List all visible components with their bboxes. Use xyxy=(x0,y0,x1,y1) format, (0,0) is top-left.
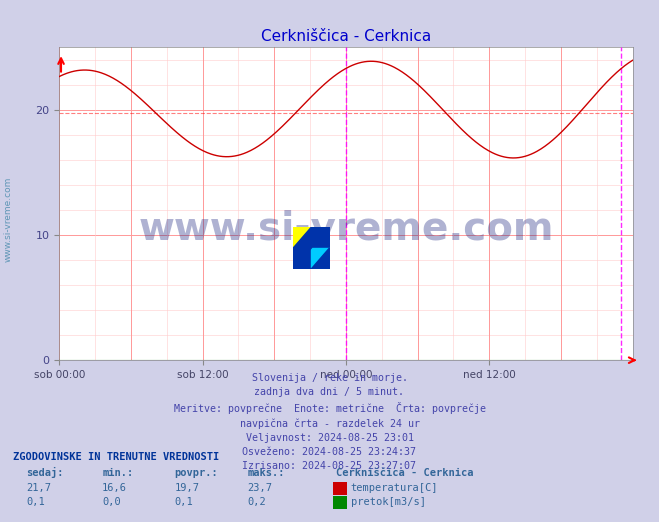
Text: www.si-vreme.com: www.si-vreme.com xyxy=(138,210,554,247)
Title: Cerkniščica - Cerknica: Cerkniščica - Cerknica xyxy=(261,29,431,44)
Text: povpr.:: povpr.: xyxy=(175,468,218,478)
Text: min.:: min.: xyxy=(102,468,133,478)
Text: 0,0: 0,0 xyxy=(102,497,121,507)
Text: 21,7: 21,7 xyxy=(26,483,51,493)
Text: 16,6: 16,6 xyxy=(102,483,127,493)
Polygon shape xyxy=(293,227,330,269)
Text: maks.:: maks.: xyxy=(247,468,285,478)
Text: pretok[m3/s]: pretok[m3/s] xyxy=(351,497,426,507)
Polygon shape xyxy=(293,248,330,269)
Text: www.si-vreme.com: www.si-vreme.com xyxy=(3,176,13,262)
Text: 0,1: 0,1 xyxy=(26,497,45,507)
Text: 19,7: 19,7 xyxy=(175,483,200,493)
Polygon shape xyxy=(293,227,330,269)
Text: 23,7: 23,7 xyxy=(247,483,272,493)
Text: Cerkniščica - Cerknica: Cerkniščica - Cerknica xyxy=(336,468,474,478)
Text: ZGODOVINSKE IN TRENUTNE VREDNOSTI: ZGODOVINSKE IN TRENUTNE VREDNOSTI xyxy=(13,453,219,462)
Text: temperatura[C]: temperatura[C] xyxy=(351,483,438,493)
Polygon shape xyxy=(293,227,312,248)
Text: sedaj:: sedaj: xyxy=(26,467,64,478)
Text: Slovenija / reke in morje.
zadnja dva dni / 5 minut.
Meritve: povprečne  Enote: : Slovenija / reke in morje. zadnja dva dn… xyxy=(173,373,486,471)
Bar xyxy=(293,227,312,248)
Text: 0,1: 0,1 xyxy=(175,497,193,507)
Polygon shape xyxy=(312,248,330,269)
Text: 0,2: 0,2 xyxy=(247,497,266,507)
